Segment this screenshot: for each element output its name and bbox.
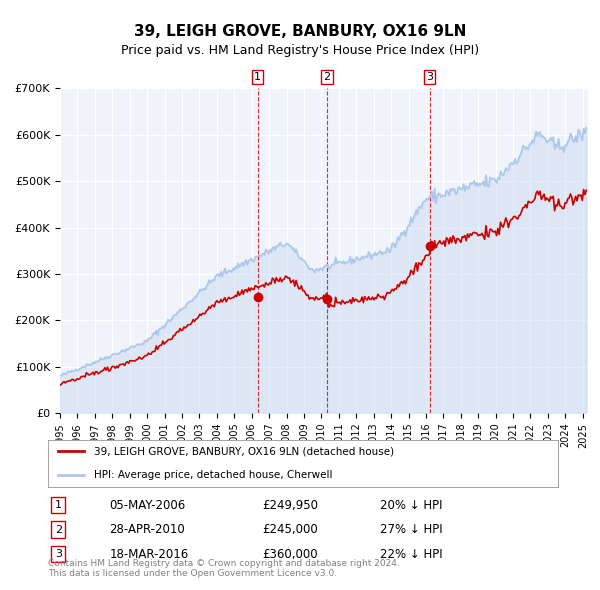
Text: Price paid vs. HM Land Registry's House Price Index (HPI): Price paid vs. HM Land Registry's House … bbox=[121, 44, 479, 57]
Text: 18-MAR-2016: 18-MAR-2016 bbox=[109, 548, 188, 560]
Text: £249,950: £249,950 bbox=[262, 499, 318, 512]
Text: 3: 3 bbox=[426, 72, 433, 82]
Text: 05-MAY-2006: 05-MAY-2006 bbox=[109, 499, 185, 512]
Text: 39, LEIGH GROVE, BANBURY, OX16 9LN: 39, LEIGH GROVE, BANBURY, OX16 9LN bbox=[134, 24, 466, 38]
Text: 22% ↓ HPI: 22% ↓ HPI bbox=[380, 548, 442, 560]
Text: 28-APR-2010: 28-APR-2010 bbox=[109, 523, 185, 536]
Text: 1: 1 bbox=[254, 72, 261, 82]
Text: HPI: Average price, detached house, Cherwell: HPI: Average price, detached house, Cher… bbox=[94, 470, 332, 480]
Text: 2: 2 bbox=[323, 72, 331, 82]
Text: 3: 3 bbox=[55, 549, 62, 559]
Text: £360,000: £360,000 bbox=[262, 548, 318, 560]
Text: 27% ↓ HPI: 27% ↓ HPI bbox=[380, 523, 442, 536]
Text: 1: 1 bbox=[55, 500, 62, 510]
Text: 20% ↓ HPI: 20% ↓ HPI bbox=[380, 499, 442, 512]
Text: 39, LEIGH GROVE, BANBURY, OX16 9LN (detached house): 39, LEIGH GROVE, BANBURY, OX16 9LN (deta… bbox=[94, 447, 394, 456]
Text: Contains HM Land Registry data © Crown copyright and database right 2024.
This d: Contains HM Land Registry data © Crown c… bbox=[48, 559, 400, 578]
Text: £245,000: £245,000 bbox=[262, 523, 318, 536]
Text: 2: 2 bbox=[55, 525, 62, 535]
